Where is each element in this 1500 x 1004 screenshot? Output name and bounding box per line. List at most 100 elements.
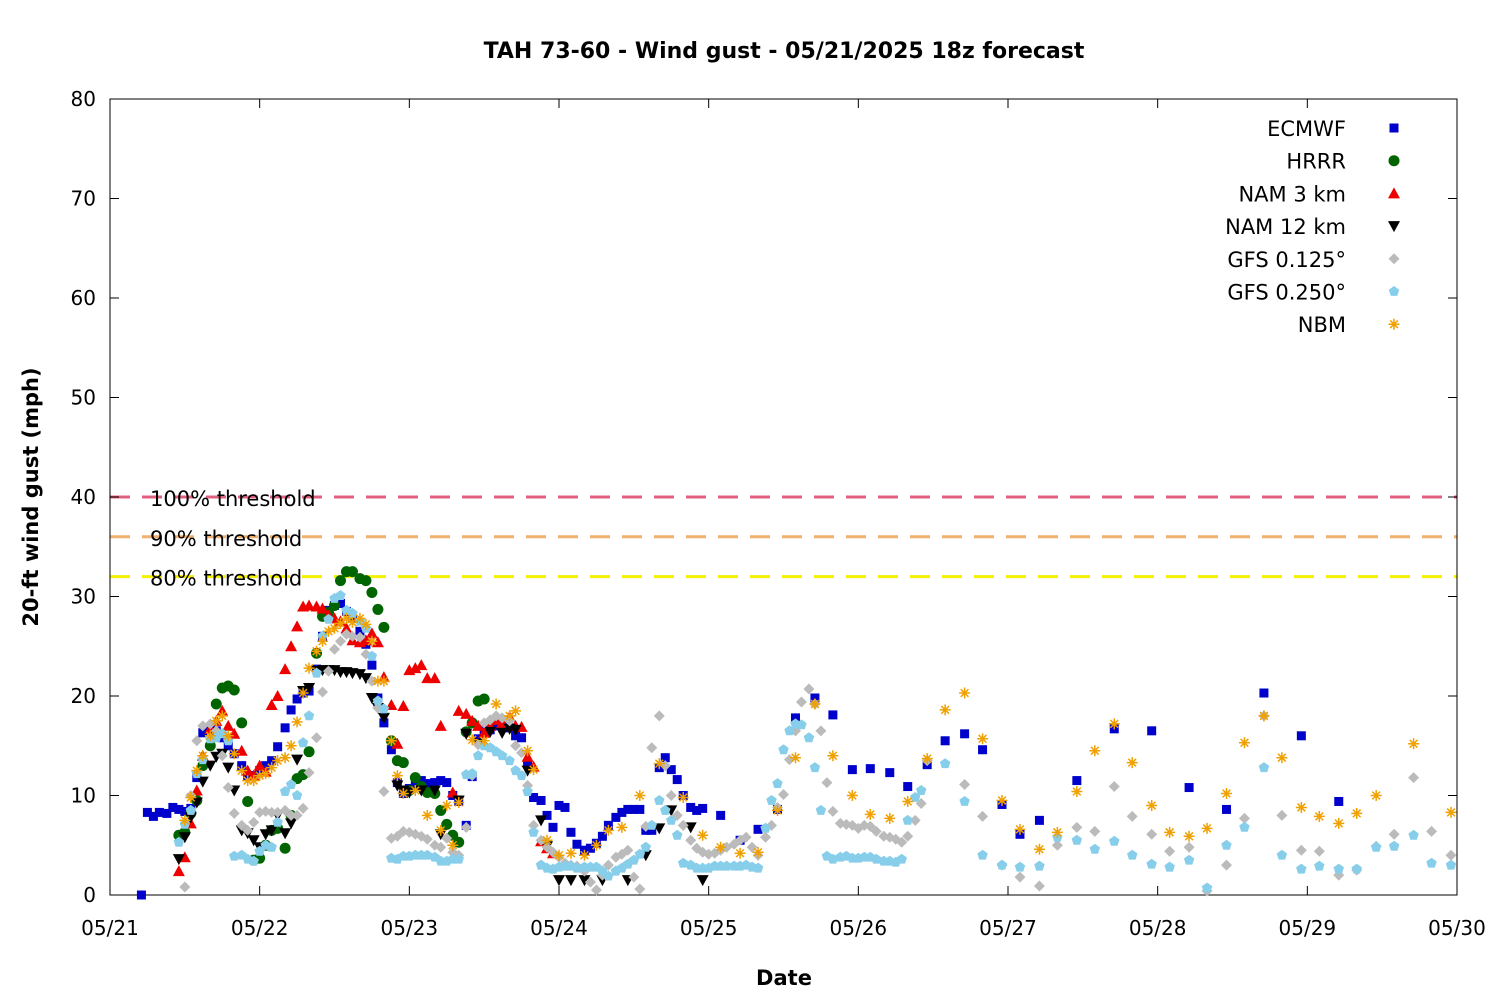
data-point [510, 705, 522, 717]
data-point [809, 698, 821, 710]
data-point [660, 804, 671, 815]
data-point [692, 805, 702, 815]
data-point [1296, 731, 1306, 741]
data-point [1164, 826, 1176, 838]
data-point [686, 802, 696, 812]
data-point [629, 804, 639, 814]
data-point [253, 759, 266, 771]
data-point [778, 789, 789, 801]
data-point [378, 621, 390, 633]
x-axis-ticks: 05/21 05/22 05/23 05/24 05/25 05/26 05/27 05/28… [81, 99, 1486, 940]
data-point [940, 736, 950, 746]
series-gfs-0-250 [173, 590, 1457, 893]
data-point [496, 727, 509, 739]
data-point [790, 713, 800, 723]
y-tick-label: 70 [71, 187, 96, 211]
data-point [1221, 788, 1233, 800]
data-point [1221, 859, 1233, 871]
data-point [1109, 835, 1120, 846]
data-point [634, 790, 646, 801]
data-point [179, 881, 191, 893]
y-tick-label: 30 [71, 585, 96, 609]
data-point [317, 635, 329, 647]
data-point [173, 836, 185, 847]
data-point [355, 626, 365, 636]
data-point [415, 659, 428, 671]
data-point [653, 823, 666, 835]
data-point [1239, 821, 1250, 832]
data-point [197, 750, 209, 762]
x-tick-label: 05/28 [1129, 916, 1187, 940]
data-point [572, 839, 582, 849]
data-point [1146, 799, 1158, 811]
data-point [228, 748, 240, 760]
data-point [522, 786, 533, 796]
data-point [1051, 826, 1063, 838]
x-tick-label: 05/21 [81, 916, 139, 940]
data-point [428, 672, 441, 684]
data-point [453, 853, 464, 864]
data-point [367, 660, 377, 670]
data-point [1184, 783, 1194, 793]
data-point [510, 740, 522, 752]
data-point [291, 620, 304, 632]
data-point [903, 782, 913, 792]
data-point [435, 824, 447, 836]
data-point [1222, 804, 1232, 814]
data-point [939, 758, 951, 769]
data-point [303, 767, 315, 779]
data-point [247, 835, 260, 847]
data-point [285, 740, 297, 752]
data-point [1183, 841, 1195, 853]
legend-label: GFS 0.250° [1227, 281, 1346, 305]
data-point [365, 692, 378, 704]
data-point [1071, 834, 1083, 845]
data-point [216, 710, 228, 722]
legend-marker [1388, 318, 1400, 330]
data-point [1146, 858, 1157, 869]
data-point [666, 765, 676, 775]
data-point [442, 778, 452, 788]
legend-marker [1388, 155, 1400, 167]
data-point [553, 849, 565, 861]
data-point [847, 765, 857, 775]
data-point [154, 807, 164, 817]
y-tick-label: 80 [71, 87, 96, 111]
data-point [1313, 845, 1325, 857]
data-point [266, 841, 277, 852]
data-point [285, 818, 298, 830]
data-point [329, 643, 340, 655]
data-point [366, 587, 378, 599]
y-tick-label: 50 [71, 386, 96, 410]
x-tick-label: 05/22 [231, 916, 289, 940]
y-tick-label: 40 [71, 485, 96, 509]
data-points [136, 566, 1457, 900]
data-point [1089, 843, 1100, 854]
data-point [1146, 828, 1158, 840]
legend-marker [1389, 123, 1399, 133]
data-point [291, 716, 303, 728]
data-point [654, 795, 665, 805]
data-point [789, 752, 801, 764]
data-point [285, 640, 298, 652]
y-axis-label: 20-ft wind gust (mph) [19, 367, 43, 626]
data-point [260, 768, 272, 780]
data-point [1072, 776, 1082, 786]
data-point [585, 843, 595, 853]
data-point [529, 792, 539, 802]
data-point [1258, 710, 1270, 722]
data-point [1238, 812, 1250, 824]
data-point [148, 811, 158, 821]
data-point [179, 814, 191, 826]
data-point [272, 755, 284, 767]
data-point [303, 710, 315, 721]
threshold-label: 100% threshold [150, 487, 316, 511]
data-point [1089, 745, 1101, 757]
data-point [721, 860, 732, 871]
data-point [902, 814, 913, 825]
data-point [522, 745, 534, 757]
data-point [435, 841, 447, 853]
data-point [196, 776, 209, 788]
data-point [416, 776, 426, 786]
data-point [491, 721, 501, 731]
